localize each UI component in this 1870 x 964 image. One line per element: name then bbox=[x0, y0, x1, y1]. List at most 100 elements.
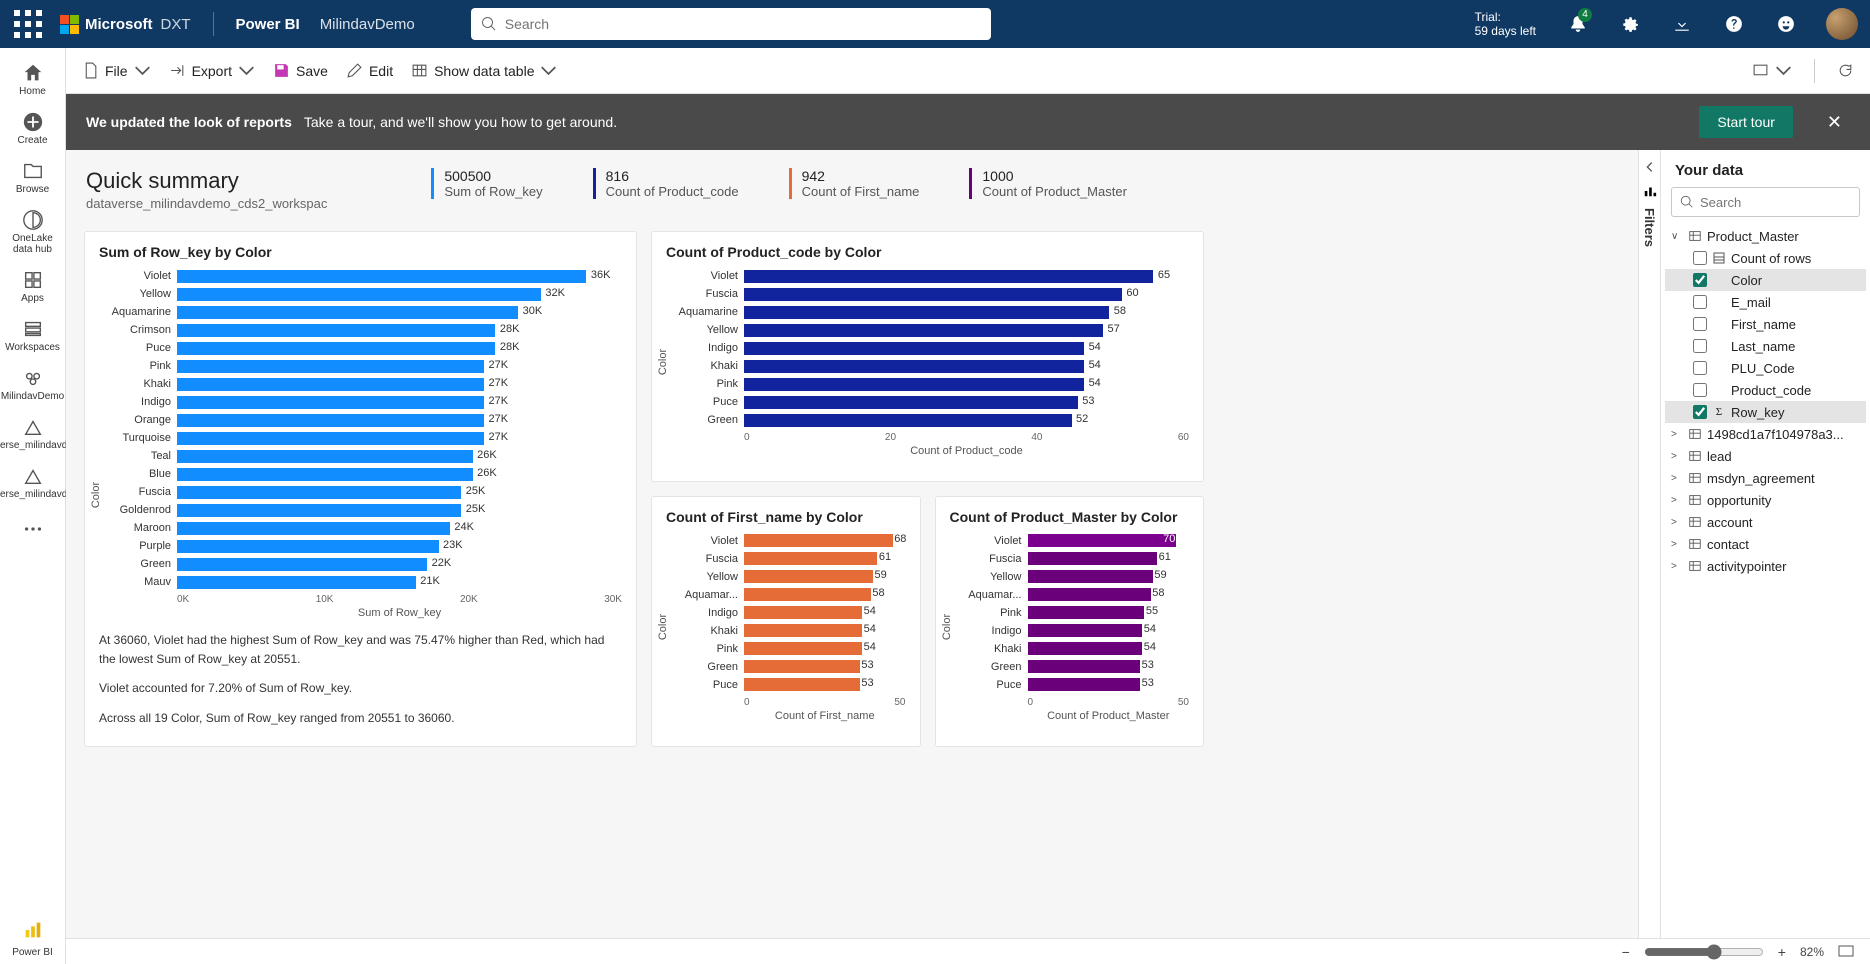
banner-close-icon[interactable]: ✕ bbox=[1819, 112, 1850, 133]
bar-row[interactable]: Violet 36K bbox=[99, 268, 622, 284]
field-checkbox[interactable] bbox=[1693, 339, 1707, 353]
save-button[interactable]: Save bbox=[271, 58, 330, 83]
nav-apps[interactable]: Apps bbox=[0, 263, 65, 310]
file-menu[interactable]: File bbox=[80, 58, 153, 83]
bar-row[interactable]: Green 53 bbox=[666, 659, 906, 675]
zoom-slider[interactable] bbox=[1644, 944, 1764, 960]
bar-row[interactable]: Indigo 54 bbox=[666, 340, 1189, 356]
table-node[interactable]: > activitypointer bbox=[1665, 555, 1866, 577]
bar-row[interactable]: Yellow 57 bbox=[666, 322, 1189, 338]
field-node[interactable]: ΣRow_key bbox=[1665, 401, 1866, 423]
field-node[interactable]: First_name bbox=[1665, 313, 1866, 335]
bar-row[interactable]: Fuscia 25K bbox=[99, 484, 622, 500]
export-menu[interactable]: Export bbox=[167, 58, 257, 83]
bar-row[interactable]: Goldenrod 25K bbox=[99, 502, 622, 518]
field-node[interactable]: Color bbox=[1665, 269, 1866, 291]
field-checkbox[interactable] bbox=[1693, 383, 1707, 397]
refresh-icon[interactable] bbox=[1835, 58, 1856, 83]
user-avatar[interactable] bbox=[1826, 8, 1858, 40]
bar-row[interactable]: Khaki 54 bbox=[950, 641, 1190, 657]
nav-dataverse-2[interactable]: dataverse_milindavdem... bbox=[0, 459, 65, 506]
field-checkbox[interactable] bbox=[1693, 273, 1707, 287]
field-checkbox[interactable] bbox=[1693, 251, 1707, 265]
nav-milindav-demo[interactable]: MilindavDemo bbox=[0, 361, 65, 408]
nav-workspaces[interactable]: Workspaces bbox=[0, 312, 65, 359]
bar-row[interactable]: Aquamar... 58 bbox=[950, 587, 1190, 603]
bar-row[interactable]: Puce 53 bbox=[666, 394, 1189, 410]
bar-row[interactable]: Orange 27K bbox=[99, 412, 622, 428]
nav-onelake[interactable]: OneLake data hub bbox=[0, 203, 65, 261]
start-tour-button[interactable]: Start tour bbox=[1699, 106, 1793, 138]
report-canvas[interactable]: Quick summary dataverse_milindavdemo_cds… bbox=[66, 150, 1638, 938]
bar-row[interactable]: Teal 26K bbox=[99, 448, 622, 464]
bar-row[interactable]: Yellow 32K bbox=[99, 286, 622, 302]
bar-row[interactable]: Crimson 28K bbox=[99, 322, 622, 338]
download-icon[interactable] bbox=[1664, 6, 1700, 42]
bar-row[interactable]: Green 53 bbox=[950, 659, 1190, 675]
bar-row[interactable]: Violet 68 bbox=[666, 533, 906, 549]
zoom-in-button[interactable]: + bbox=[1774, 944, 1790, 960]
field-node[interactable]: Product_code bbox=[1665, 379, 1866, 401]
table-node[interactable]: > opportunity bbox=[1665, 489, 1866, 511]
bar-row[interactable]: Maroon 24K bbox=[99, 520, 622, 536]
rowkey-chart[interactable]: Sum of Row_key by Color Color Violet 36K… bbox=[84, 231, 637, 747]
bar-row[interactable]: Khaki 54 bbox=[666, 623, 906, 639]
help-icon[interactable] bbox=[1716, 6, 1752, 42]
bar-row[interactable]: Indigo 27K bbox=[99, 394, 622, 410]
bar-row[interactable]: Pink 54 bbox=[666, 641, 906, 657]
app-launcher-icon[interactable] bbox=[12, 8, 44, 40]
bar-row[interactable]: Yellow 59 bbox=[666, 569, 906, 585]
bar-row[interactable]: Turquoise 27K bbox=[99, 430, 622, 446]
bar-row[interactable]: Khaki 27K bbox=[99, 376, 622, 392]
edit-button[interactable]: Edit bbox=[344, 58, 395, 83]
bar-row[interactable]: Mauv 21K bbox=[99, 574, 622, 590]
bar-row[interactable]: Purple 23K bbox=[99, 538, 622, 554]
table-node[interactable]: > contact bbox=[1665, 533, 1866, 555]
field-node[interactable]: Count of rows bbox=[1665, 247, 1866, 269]
table-node[interactable]: > lead bbox=[1665, 445, 1866, 467]
field-checkbox[interactable] bbox=[1693, 295, 1707, 309]
productcode-chart[interactable]: Count of Product_code by Color Color Vio… bbox=[651, 231, 1204, 482]
bar-row[interactable]: Puce 53 bbox=[666, 677, 906, 693]
table-node[interactable]: ∨ Product_Master bbox=[1665, 225, 1866, 247]
nav-create[interactable]: Create bbox=[0, 105, 65, 152]
show-data-table-menu[interactable]: Show data table bbox=[409, 58, 559, 83]
bar-row[interactable]: Pink 54 bbox=[666, 376, 1189, 392]
field-node[interactable]: PLU_Code bbox=[1665, 357, 1866, 379]
view-mode-button[interactable] bbox=[1750, 58, 1794, 83]
bar-row[interactable]: Aquamarine 58 bbox=[666, 304, 1189, 320]
nav-home[interactable]: Home bbox=[0, 56, 65, 103]
nav-more-icon[interactable] bbox=[0, 508, 65, 550]
bar-row[interactable]: Green 52 bbox=[666, 412, 1189, 428]
field-checkbox[interactable] bbox=[1693, 317, 1707, 331]
bar-row[interactable]: Indigo 54 bbox=[950, 623, 1190, 639]
bar-row[interactable]: Puce 53 bbox=[950, 677, 1190, 693]
bar-row[interactable]: Yellow 59 bbox=[950, 569, 1190, 585]
search-input[interactable] bbox=[471, 8, 991, 40]
notifications-icon[interactable]: 4 bbox=[1560, 6, 1596, 42]
settings-icon[interactable] bbox=[1612, 6, 1648, 42]
zoom-out-button[interactable]: − bbox=[1618, 944, 1634, 960]
bar-row[interactable]: Blue 26K bbox=[99, 466, 622, 482]
bar-row[interactable]: Violet 70 bbox=[950, 533, 1190, 549]
firstname-chart[interactable]: Count of First_name by Color Color Viole… bbox=[651, 496, 921, 747]
productmaster-chart[interactable]: Count of Product_Master by Color Color V… bbox=[935, 496, 1205, 747]
bar-row[interactable]: Aquamar... 58 bbox=[666, 587, 906, 603]
bar-row[interactable]: Fuscia 61 bbox=[666, 551, 906, 567]
bar-row[interactable]: Puce 28K bbox=[99, 340, 622, 356]
nav-powerbi[interactable]: Power BI bbox=[0, 913, 65, 964]
filters-pane-collapsed[interactable]: Filters bbox=[1638, 150, 1660, 938]
bar-row[interactable]: Pink 27K bbox=[99, 358, 622, 374]
data-search-input[interactable] bbox=[1671, 187, 1860, 217]
feedback-icon[interactable] bbox=[1768, 6, 1804, 42]
bar-row[interactable]: Indigo 54 bbox=[666, 605, 906, 621]
bar-row[interactable]: Pink 55 bbox=[950, 605, 1190, 621]
field-node[interactable]: Last_name bbox=[1665, 335, 1866, 357]
field-node[interactable]: E_mail bbox=[1665, 291, 1866, 313]
bar-row[interactable]: Fuscia 61 bbox=[950, 551, 1190, 567]
fit-page-icon[interactable] bbox=[1834, 944, 1858, 960]
bar-row[interactable]: Khaki 54 bbox=[666, 358, 1189, 374]
table-node[interactable]: > 1498cd1a7f104978a3... bbox=[1665, 423, 1866, 445]
bar-row[interactable]: Green 22K bbox=[99, 556, 622, 572]
table-node[interactable]: > account bbox=[1665, 511, 1866, 533]
